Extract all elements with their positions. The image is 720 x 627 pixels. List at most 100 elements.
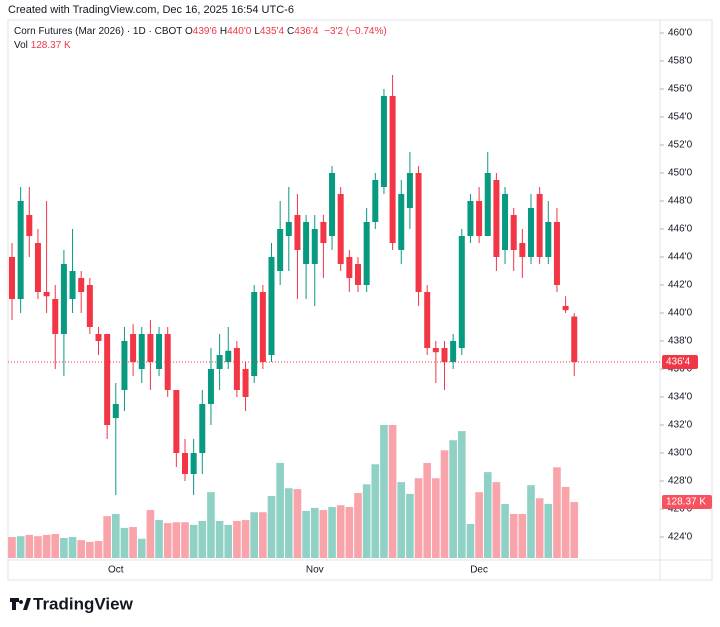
change: −3'2 (−0.74%): [324, 26, 387, 37]
y-tick-label: 446'0: [668, 224, 693, 235]
y-tick-label: 436'0: [668, 364, 693, 375]
candle-body: [545, 222, 552, 257]
ohlc-value: 435'4: [259, 26, 285, 37]
ohlc-value: 436'4: [294, 26, 319, 37]
y-tick-label: 460'0: [668, 28, 693, 39]
volume-bar: [94, 540, 103, 558]
candle-body: [424, 292, 431, 348]
volume-bar: [544, 503, 553, 558]
y-tick-label: 444'0: [668, 252, 693, 263]
volume-bar: [380, 425, 388, 558]
candle-body: [389, 96, 396, 243]
candle-body: [95, 334, 102, 341]
candle-body: [398, 194, 405, 250]
volume-bar: [553, 467, 561, 558]
volume-bar: [146, 510, 155, 558]
candle-body: [26, 215, 33, 236]
y-tick-label: 452'0: [668, 140, 693, 151]
candle-body: [458, 236, 465, 348]
volume-name: Vol: [14, 40, 28, 51]
volume-bar: [509, 513, 518, 558]
logo-icon: [10, 598, 31, 610]
candle-body: [441, 348, 448, 362]
candle-body: [182, 453, 188, 474]
ohlc: O439'6 H440'0 L435'4 C436'4: [185, 26, 321, 37]
candle-body: [216, 355, 223, 369]
volume-bar: [570, 502, 579, 558]
volume-bar: [466, 523, 475, 558]
candle-body: [355, 264, 361, 285]
last-price-label: 436'4: [666, 357, 691, 368]
volume-bar: [483, 472, 492, 558]
volume-bar: [34, 536, 42, 558]
ohlc-key: H: [219, 26, 228, 37]
volume-bar: [302, 510, 310, 558]
candle-body: [78, 278, 85, 292]
watermark: Created with TradingView.com, Dec 16, 20…: [8, 4, 294, 16]
candle-body: [43, 292, 50, 297]
volume-bar: [423, 462, 432, 558]
candle-body: [502, 194, 509, 250]
y-tick-label: 428'0: [668, 476, 693, 487]
volume-bar: [328, 506, 336, 558]
x-tick-label: Oct: [108, 565, 124, 576]
candle-body: [9, 257, 15, 299]
candle-body: [372, 180, 379, 222]
y-tick-label: 450'0: [668, 168, 693, 179]
candle-body: [294, 215, 301, 250]
volume-bar: [319, 510, 328, 558]
candle-body: [60, 264, 67, 334]
legend: Corn Futures (Mar 2026) · 1D · CBOT O439…: [14, 26, 387, 37]
volume-bar: [68, 537, 77, 558]
candle-body: [104, 334, 111, 425]
ohlc-value: 440'0: [227, 26, 252, 37]
candle-body: [346, 257, 353, 278]
candle-body: [467, 201, 474, 236]
candle-body: [303, 222, 310, 264]
candle-body: [207, 369, 214, 404]
candle-body: [121, 341, 128, 390]
volume-bar: [103, 516, 111, 558]
candle-body: [450, 341, 457, 362]
volume-bar: [518, 513, 527, 558]
volume-bar: [241, 520, 250, 558]
candle-body: [415, 173, 422, 292]
y-tick-label: 458'0: [668, 56, 693, 67]
candle-body: [571, 316, 578, 362]
candle-body: [380, 96, 387, 187]
candle-body: [476, 201, 483, 236]
candle-body: [130, 334, 137, 362]
y-tick-label: 456'0: [668, 84, 693, 95]
y-tick-label: 442'0: [668, 280, 693, 291]
volume-bar: [198, 520, 207, 558]
volume-bar: [432, 478, 440, 558]
y-tick-label: 424'0: [668, 532, 693, 543]
volume-bar: [354, 493, 362, 558]
volume-bar: [293, 489, 302, 558]
volume-bar: [155, 520, 163, 558]
volume-bar: [336, 505, 345, 558]
volume-bar: [60, 537, 68, 558]
volume-bar: [233, 520, 241, 558]
volume-bar: [42, 534, 51, 558]
volume-bar: [86, 541, 94, 558]
volume-bar: [397, 482, 406, 558]
ohlc-key: C: [287, 26, 295, 37]
volume-bar: [267, 496, 276, 558]
candle-body: [199, 404, 206, 453]
volume-bar: [250, 512, 259, 558]
candle-body: [285, 222, 292, 236]
candle-body: [406, 173, 413, 208]
candle-body: [138, 334, 145, 369]
candle-body: [562, 306, 569, 311]
candle-body: [268, 257, 275, 355]
y-tick-label: 438'0: [668, 336, 693, 347]
volume-bar: [129, 527, 137, 558]
candle-body: [52, 299, 59, 334]
candle-body: [363, 222, 370, 285]
volume-bar: [414, 478, 423, 558]
y-tick-label: 426'0: [668, 504, 693, 515]
logo: [10, 598, 31, 610]
candle-body: [528, 208, 534, 257]
